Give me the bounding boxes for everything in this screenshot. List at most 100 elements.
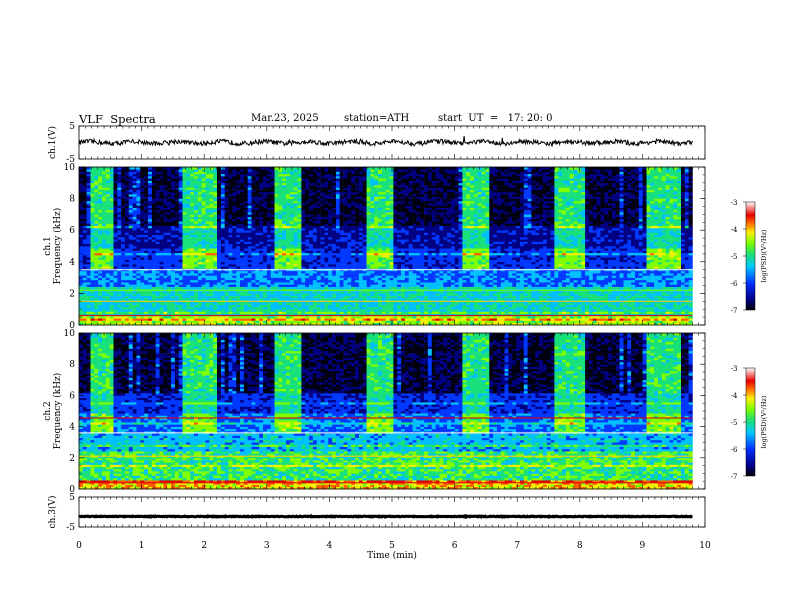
spectrogram-cell xyxy=(278,320,283,324)
spectrogram-cell xyxy=(316,246,321,249)
spectrogram-cell xyxy=(316,286,321,290)
spectrogram-cell xyxy=(266,241,272,245)
spectrogram-cell xyxy=(232,207,237,211)
spectrogram-cell xyxy=(289,252,295,256)
spectrogram-cell xyxy=(228,232,233,236)
spectrogram-cell xyxy=(201,223,206,226)
spectrogram-cell xyxy=(140,255,145,258)
spectrogram-cell xyxy=(148,255,153,258)
spectrogram-cell xyxy=(220,304,226,308)
spectrogram-cell xyxy=(109,252,114,256)
spectrogram-cell xyxy=(102,277,107,281)
spectrogram-cell xyxy=(140,261,145,265)
spectrogram-cell xyxy=(125,221,130,224)
spectrogram-cell xyxy=(155,196,160,199)
spectrogram-cell xyxy=(259,237,264,240)
spectrogram-cell xyxy=(144,286,149,290)
spectrogram-cell xyxy=(82,291,87,294)
spectrogram-cell xyxy=(301,302,306,305)
spectrogram-cell xyxy=(335,214,341,217)
spectrogram-cell xyxy=(155,216,160,220)
spectrogram-cell xyxy=(305,194,310,197)
spectrogram-cell xyxy=(339,318,344,321)
spectrogram-cell xyxy=(113,205,118,208)
spectrogram-cell xyxy=(228,259,233,263)
spectrogram-cell xyxy=(205,279,210,283)
spectrogram-cell xyxy=(217,187,222,190)
spectrogram-cell xyxy=(309,214,314,217)
spectrogram-cell xyxy=(243,185,249,188)
spectrogram-cell xyxy=(102,191,107,195)
spectrogram-cell xyxy=(186,322,191,326)
spectrogram-cell xyxy=(98,205,103,208)
spectrogram-cell xyxy=(282,200,287,204)
spectrogram-cell xyxy=(121,185,126,188)
spectrogram-cell xyxy=(136,259,141,263)
spectrogram-cell xyxy=(259,225,264,229)
spectrogram-cell xyxy=(316,194,321,197)
spectrogram-cell xyxy=(278,277,283,281)
spectrogram-cell xyxy=(332,279,337,283)
spectrogram-cell xyxy=(243,203,249,206)
spectrogram-cell xyxy=(144,293,149,296)
spectrogram-cell xyxy=(151,241,157,245)
spectrogram-cell xyxy=(132,182,137,186)
spectrogram-cell xyxy=(301,196,306,199)
spectrogram-cell xyxy=(289,230,295,233)
spectrogram-cell xyxy=(102,214,107,217)
spectrogram-cell xyxy=(186,225,191,229)
spectrogram-cell xyxy=(178,167,183,170)
spectrogram-cell xyxy=(243,322,249,326)
spectrogram-cell xyxy=(94,234,99,238)
spectrogram-cell xyxy=(305,203,310,206)
spectrogram-cell xyxy=(151,295,157,299)
spectrogram-cell xyxy=(113,261,118,265)
spectrogram-cell xyxy=(243,221,249,224)
spectrogram-cell xyxy=(247,311,252,315)
spectrogram-cell xyxy=(197,189,203,193)
spectrogram-cell xyxy=(217,248,222,251)
spectrogram-cell xyxy=(178,243,183,247)
spectrogram-cell xyxy=(90,241,95,245)
spectrogram-cell xyxy=(94,241,99,245)
spectrogram-cell xyxy=(251,316,256,319)
spectrogram-cell xyxy=(228,200,233,204)
spectrogram-cell xyxy=(102,239,107,242)
spectrogram-cell xyxy=(155,234,160,238)
spectrogram-cell xyxy=(305,311,310,315)
spectrogram-cell xyxy=(128,282,133,285)
spectrogram-cell xyxy=(232,270,237,274)
spectrogram-cell xyxy=(305,207,310,211)
spectrogram-cell xyxy=(297,243,302,247)
spectrogram-cell xyxy=(125,295,130,299)
spectrogram-cell xyxy=(86,255,91,258)
spectrogram-cell xyxy=(190,322,195,326)
spectrogram-cell xyxy=(324,316,329,319)
spectrogram-cell xyxy=(94,173,99,177)
spectrogram-cell xyxy=(144,169,149,172)
spectrogram-cell xyxy=(266,169,272,172)
spectrogram-cell xyxy=(217,203,222,206)
spectrogram-cell xyxy=(224,232,229,236)
spectrogram-cell xyxy=(102,291,107,294)
spectrogram-cell xyxy=(274,241,279,245)
spectrogram-cell xyxy=(286,227,291,231)
spectrogram-cell xyxy=(236,194,241,197)
spectrogram-cell xyxy=(79,187,84,190)
spectrogram-cell xyxy=(335,187,341,190)
spectrogram-cell xyxy=(109,169,114,172)
spectrogram-cell xyxy=(270,180,275,184)
spectrogram-cell xyxy=(205,250,210,254)
spectrogram-cell xyxy=(113,187,118,190)
spectrogram-cell xyxy=(228,320,233,324)
spectrogram-cell xyxy=(286,218,291,222)
spectrogram-cell xyxy=(174,196,180,199)
spectrogram-cell xyxy=(282,250,287,254)
spectrogram-cell xyxy=(182,223,187,226)
spectrogram-cell xyxy=(217,318,222,321)
spectrogram-cell xyxy=(255,291,260,294)
spectrogram-cell xyxy=(289,293,295,296)
spectrogram-cell xyxy=(255,212,260,215)
spectrogram-cell xyxy=(151,282,157,285)
spectrogram-cell xyxy=(163,297,168,301)
